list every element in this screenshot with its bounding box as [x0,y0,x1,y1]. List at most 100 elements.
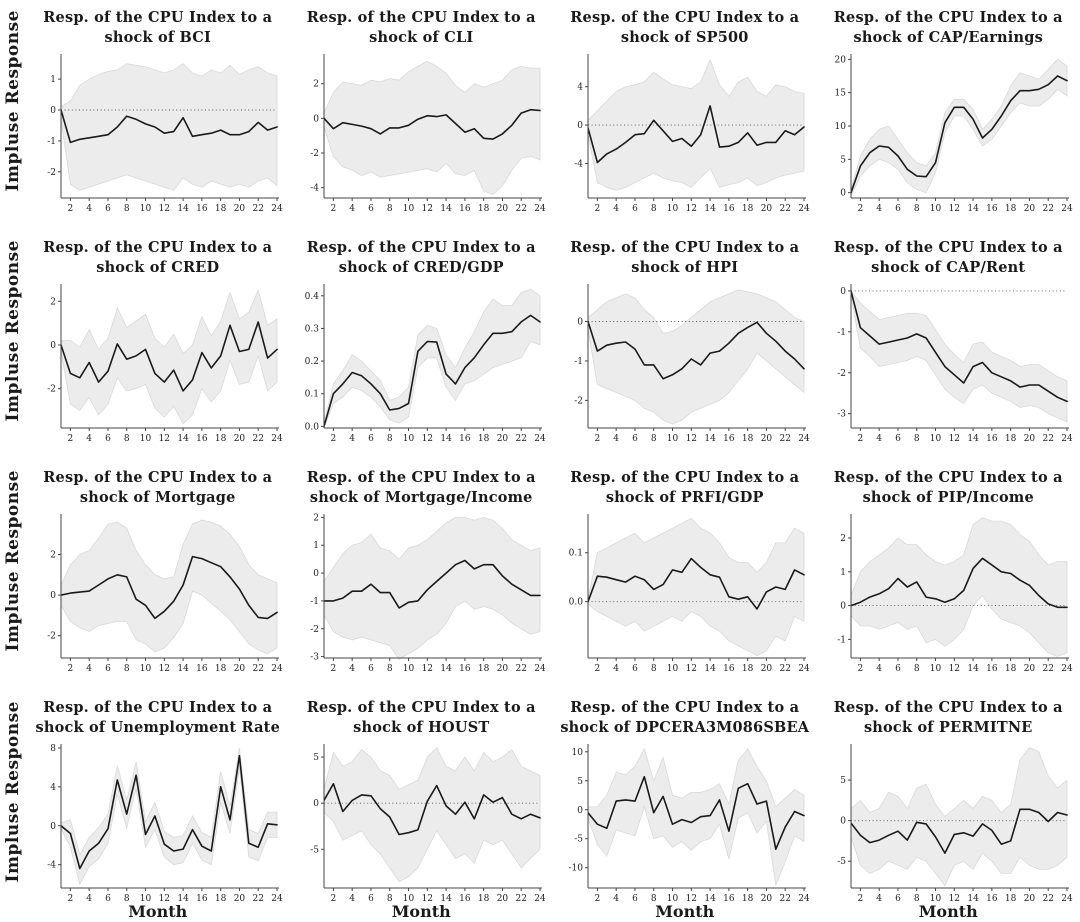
x-tick-label: 16 [459,894,471,904]
x-tick-label: 16 [723,894,735,904]
x-tick-label: 8 [387,894,393,904]
y-tick-label: -5 [574,835,583,845]
panel-title: Resp. of the CPU Index to a shock of CLI [306,9,536,46]
x-tick-label: 4 [350,434,356,444]
x-tick-label: 6 [105,894,111,904]
x-tick-label: 12 [685,204,696,214]
panel-chart: 50-52 4 6 8 10 12 14 16 18 20 22 24 [310,744,547,904]
x-tick-label: 2 [331,204,337,214]
y-tick-label: 0 [577,318,583,328]
confidence-band [324,747,541,883]
y-tick-label: 2 [50,551,56,561]
x-tick-label: 10 [930,894,942,904]
x-tick-label: 2 [594,894,600,904]
x-tick-label: 2 [67,204,73,214]
x-tick-label: 8 [651,664,657,674]
x-tick-label: 14 [441,434,453,444]
y-tick-label: -2 [310,625,319,635]
y-tick-label: 0.0 [568,598,583,608]
panel-chart: 50-52 4 6 8 10 12 14 16 18 20 22 24 [837,744,1073,904]
x-tick-label: 8 [124,894,130,904]
x-tick-label: 8 [651,434,657,444]
x-tick-label: 12 [685,434,696,444]
x-tick-label: 22 [1043,434,1054,444]
x-tick-label: 20 [233,204,245,214]
panel-title: Resp. of the CPU Index to a shock of PERM… [833,699,1063,736]
x-tick-label: 22 [252,664,263,674]
x-tick-label: 22 [1043,664,1054,674]
x-tick-label: 6 [632,894,638,904]
x-tick-label: 24 [271,894,283,904]
y-tick-label: 8 [50,744,56,754]
panel-title: Resp. of the CPU Index to a shock of Unem… [35,699,280,736]
y-tick-label: 2 [314,80,320,90]
x-tick-label: 14 [177,204,189,214]
confidence-band [851,290,1068,423]
x-tick-label: 18 [478,894,490,904]
y-tick-label: -10 [568,864,583,874]
panel-chart: 0-1-22 4 6 8 10 12 14 16 18 20 22 24 [574,284,810,444]
x-tick-label: 2 [858,434,864,444]
confidence-band [324,516,541,660]
x-tick-label: 16 [196,664,208,674]
panel-chart: 20-22 4 6 8 10 12 14 16 18 20 22 24 [47,284,283,444]
x-tick-label: 20 [497,894,509,904]
y-tick-label: -5 [310,845,319,855]
response-line [851,75,1069,194]
x-tick-label: 24 [535,894,547,904]
x-tick-label: 4 [877,664,883,674]
x-tick-label: 16 [459,204,471,214]
y-tick-label: -5 [837,857,846,867]
y-tick-label: 0 [314,799,320,809]
confidence-band [587,289,805,425]
x-tick-label: 4 [877,894,883,904]
y-tick-label: 15 [835,89,847,99]
x-tick-label: 8 [387,664,393,674]
panel-chart: 0.10.02 4 6 8 10 12 14 16 18 20 22 24 [568,514,810,674]
response-line [851,290,1069,403]
x-tick-label: 12 [949,894,960,904]
row-panels-3: Resp. of the CPU Index to a shock of Mort… [26,460,1080,690]
x-tick-label: 22 [516,894,527,904]
x-tick-label: 2 [594,204,600,214]
x-tick-label: 16 [196,434,208,444]
x-tick-label: 24 [798,204,810,214]
x-tick-label: 6 [895,204,901,214]
x-tick-label: 24 [1062,434,1074,444]
confidence-band [60,519,278,655]
x-tick-label: 2 [331,894,337,904]
y-axis-label-text: Impluse Response [3,701,23,883]
irf-panel-cap-earnings: Resp. of the CPU Index to a shock of CAP/… [817,0,1080,230]
x-tick-label: 8 [914,894,920,904]
irf-panel-permitne: Resp. of the CPU Index to a shock of PERM… [817,690,1080,922]
x-tick-label: 20 [497,434,509,444]
x-tick-label: 4 [86,894,92,904]
y-tick-label: 0 [841,602,847,612]
x-tick-label: 20 [233,664,245,674]
confidence-band [587,517,805,657]
y-tick-label: -3 [310,653,319,663]
response-line [324,559,542,609]
x-tick-label: 8 [914,664,920,674]
response-line [324,314,542,428]
x-tick-label: 6 [105,664,111,674]
x-tick-label: 2 [594,664,600,674]
y-tick-label: 0 [841,189,847,199]
x-tick-label: 20 [1024,664,1036,674]
x-tick-label: 8 [124,664,130,674]
x-tick-label: 24 [535,204,547,214]
x-tick-label: 18 [215,204,227,214]
x-tick-label: 4 [613,664,619,674]
x-tick-label: 6 [632,434,638,444]
y-tick-label: 0.4 [305,292,320,302]
y-tick-label: 0.2 [305,357,319,367]
x-tick-label: 14 [441,664,453,674]
x-tick-label: 14 [968,664,980,674]
x-tick-label: 22 [779,894,790,904]
x-tick-label: 6 [632,204,638,214]
y-tick-label: -1 [47,137,56,147]
panel-title: Resp. of the CPU Index to a shock of CRED… [306,239,536,276]
x-tick-label: 18 [742,434,754,444]
x-tick-label: 22 [1043,204,1054,214]
